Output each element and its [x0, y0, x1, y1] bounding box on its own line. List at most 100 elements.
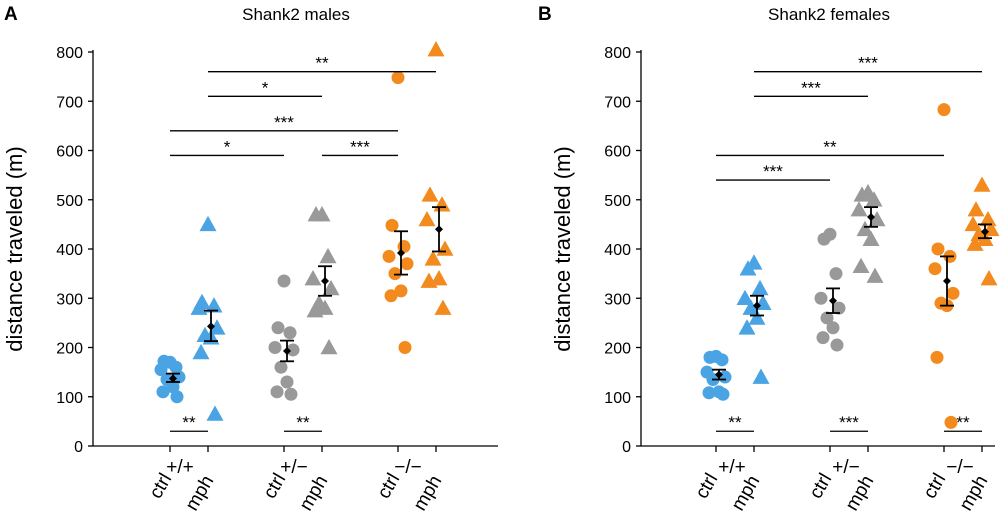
data-point-circle	[832, 301, 846, 315]
data-point-triangle	[748, 309, 766, 325]
data-point-circle	[271, 321, 285, 335]
genotype-label: +/+	[718, 457, 745, 478]
mean-marker	[943, 277, 951, 286]
data-point-circle	[170, 390, 184, 404]
data-point-triangle	[964, 215, 982, 232]
treatment-label-mph: mph	[728, 472, 765, 513]
significance-label: ***	[839, 413, 859, 432]
data-point-circle	[156, 385, 170, 399]
data-point-circle	[820, 311, 834, 325]
data-point-circle	[382, 249, 396, 263]
data-point-circle	[928, 262, 942, 276]
data-point-triangle	[208, 319, 226, 335]
data-point-triangle	[865, 191, 883, 207]
data-point-triangle	[205, 297, 223, 313]
data-point-triangle	[856, 220, 874, 237]
data-point-triangle	[320, 339, 338, 355]
data-point-triangle	[430, 270, 448, 286]
data-point-triangle	[973, 176, 991, 192]
significance-label: **	[182, 413, 196, 432]
data-point-triangle	[736, 289, 754, 306]
y-tick-label: 700	[604, 94, 631, 111]
y-tick-label: 100	[56, 390, 83, 407]
data-point-circle	[384, 289, 398, 303]
data-point-triangle	[427, 41, 445, 57]
data-point-triangle	[738, 319, 756, 335]
data-point-circle	[829, 267, 843, 281]
data-point-circle	[816, 331, 830, 345]
significance-label: ***	[763, 162, 783, 181]
y-axis-label: distance traveled (m)	[2, 146, 27, 351]
data-point-triangle	[866, 267, 884, 283]
mean-marker	[867, 212, 875, 221]
y-tick-label: 200	[604, 341, 631, 358]
data-point-circle	[930, 350, 944, 364]
data-point-circle	[268, 341, 282, 354]
data-point-circle	[286, 343, 300, 357]
panel-letter: A	[4, 4, 18, 25]
y-tick-label: 400	[56, 242, 83, 259]
mean-marker	[753, 301, 761, 310]
y-tick-label: 300	[604, 291, 631, 308]
data-point-circle	[944, 415, 958, 429]
data-point-triangle	[316, 299, 334, 315]
data-point-circle	[715, 353, 729, 367]
data-point-triangle	[306, 302, 324, 318]
significance-label: **	[956, 413, 970, 432]
mean-marker	[397, 248, 405, 257]
data-point-triangle	[424, 250, 442, 266]
genotype-label: +/−	[832, 457, 859, 478]
significance-label: *	[224, 137, 231, 156]
data-point-circle	[817, 232, 831, 246]
data-point-triangle	[420, 272, 438, 288]
data-point-triangle	[852, 257, 870, 274]
data-point-circle	[826, 321, 840, 335]
data-point-circle	[931, 242, 945, 256]
data-point-triangle	[862, 230, 880, 246]
y-tick-label: 600	[604, 144, 631, 161]
mean-marker	[169, 374, 177, 383]
y-tick-label: 400	[604, 242, 631, 259]
data-point-circle	[814, 291, 828, 305]
data-point-triangle	[966, 235, 984, 251]
significance-label: ***	[858, 54, 878, 73]
treatment-label-mph: mph	[842, 472, 879, 513]
data-point-triangle	[980, 270, 998, 286]
treatment-label-mph: mph	[956, 472, 993, 513]
data-point-triangle	[307, 206, 325, 222]
significance-label: ***	[801, 78, 821, 97]
data-point-triangle	[967, 201, 985, 217]
mean-marker	[715, 370, 723, 379]
data-point-triangle	[751, 279, 769, 296]
data-point-circle	[388, 267, 402, 281]
y-tick-label: 100	[604, 390, 631, 407]
data-point-circle	[391, 71, 405, 85]
data-point-triangle	[868, 210, 886, 227]
y-tick-label: 0	[622, 439, 631, 456]
chart-title: Shank2 females	[768, 5, 890, 24]
y-tick-label: 200	[56, 341, 83, 358]
mean-marker	[207, 322, 215, 331]
y-tick-label: 300	[56, 291, 83, 308]
genotype-label: −/−	[946, 457, 973, 478]
mean-marker	[321, 277, 329, 286]
y-tick-label: 800	[604, 45, 631, 62]
y-tick-label: 0	[74, 439, 83, 456]
genotype-label: +/−	[280, 457, 307, 478]
genotype-label: +/+	[166, 457, 193, 478]
data-point-circle	[398, 341, 412, 354]
data-point-triangle	[199, 215, 217, 232]
chart-panel-a: A Shank2 males distance traveled (m) 0 100 20…	[2, 4, 498, 513]
data-point-triangle	[190, 299, 208, 315]
data-point-triangle	[979, 210, 997, 227]
data-point-circle	[277, 274, 291, 288]
y-tick-label: 800	[56, 45, 83, 62]
mean-marker	[283, 346, 291, 355]
data-point-triangle	[421, 186, 439, 202]
significance-label: **	[728, 413, 742, 432]
data-point-circle	[400, 257, 414, 271]
y-tick-label: 500	[56, 193, 83, 210]
data-point-triangle	[192, 343, 210, 360]
treatment-label-mph: mph	[296, 472, 333, 513]
data-point-circle	[169, 360, 183, 374]
